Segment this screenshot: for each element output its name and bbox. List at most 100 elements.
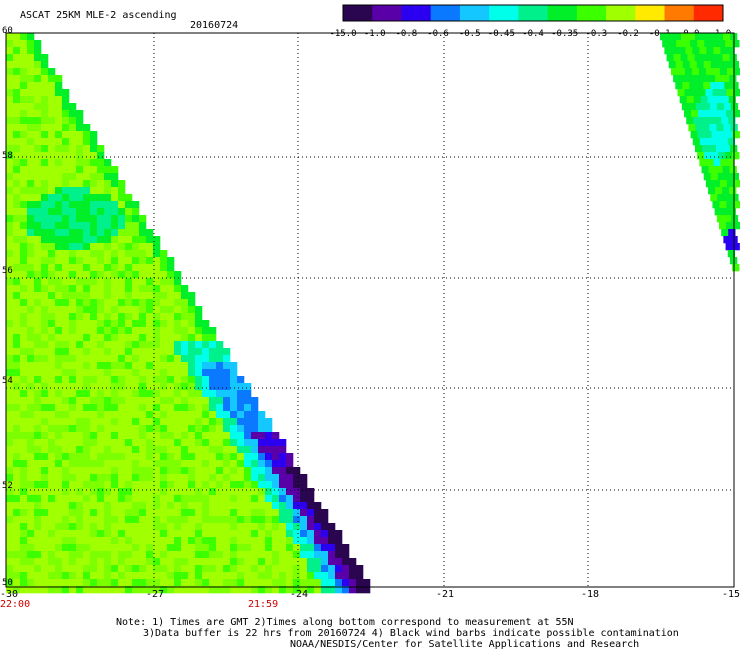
swath-cell — [712, 68, 721, 76]
swath-cell — [723, 215, 732, 223]
swath-cell — [258, 579, 266, 587]
swath-cell — [272, 495, 280, 503]
swath-cell — [62, 558, 70, 566]
swath-cell — [286, 481, 294, 489]
swath-cell — [708, 187, 716, 195]
swath-cell — [181, 495, 189, 503]
swath-cell — [20, 159, 28, 167]
swath-cell — [13, 138, 21, 146]
swath-cell — [97, 355, 105, 363]
swath-cell — [146, 313, 154, 321]
swath-cell — [195, 341, 203, 349]
swath-cell — [76, 439, 84, 447]
swath-cell — [195, 376, 203, 384]
swath-cell — [216, 453, 224, 461]
swath-cell — [20, 390, 28, 398]
swath-cell — [272, 537, 280, 545]
swath-cell — [27, 376, 35, 384]
swath-cell — [706, 47, 714, 55]
swath-cell — [181, 586, 189, 594]
swath-cell — [6, 166, 14, 174]
swath-cell — [69, 390, 77, 398]
colorbar-label: -15.0 — [329, 29, 356, 39]
swath-cell — [55, 222, 63, 230]
swath-cell — [97, 187, 105, 195]
swath-cell — [707, 117, 715, 125]
swath-cell — [146, 278, 154, 286]
swath-cell — [286, 495, 294, 503]
swath-cell — [27, 40, 35, 48]
swath-cell — [20, 327, 28, 335]
swath-cell — [265, 551, 273, 559]
swath-cell — [125, 348, 133, 356]
swath-cell — [300, 523, 308, 531]
swath-cell — [62, 278, 70, 286]
swath-cell — [13, 334, 21, 342]
swath-cell — [139, 453, 147, 461]
swath-cell — [230, 530, 238, 538]
swath-cell — [111, 425, 119, 433]
swath-cell — [342, 579, 350, 587]
swath-cell — [188, 488, 196, 496]
lon-label-minus30: -30 — [0, 589, 19, 600]
swath-cell — [13, 306, 21, 314]
swath-cell — [125, 523, 133, 531]
swath-cell — [216, 544, 224, 552]
swath-cell — [62, 194, 70, 202]
swath-cell — [701, 166, 709, 174]
swath-cell — [153, 348, 161, 356]
swath-cell — [6, 404, 14, 412]
swath-cell — [146, 453, 154, 461]
swath-cell — [111, 257, 119, 265]
swath-cell — [20, 271, 28, 279]
swath-cell — [48, 488, 56, 496]
swath-cell — [293, 502, 301, 510]
swath-cell — [90, 558, 98, 566]
swath-cell — [20, 194, 28, 202]
swath-cell — [195, 544, 203, 552]
swath-cell — [76, 460, 84, 468]
swath-cell — [724, 173, 733, 181]
swath-cell — [41, 257, 49, 265]
product-date: 20160724 — [190, 20, 239, 31]
swath-cell — [90, 334, 98, 342]
swath-cell — [97, 439, 105, 447]
swath-cell — [237, 446, 245, 454]
swath-cell — [146, 306, 154, 314]
swath-cell — [90, 306, 98, 314]
swath-cell — [69, 551, 77, 559]
swath-cell — [104, 544, 112, 552]
swath-cell — [27, 390, 35, 398]
swath-cell — [146, 243, 154, 251]
swath-cell — [97, 418, 105, 426]
swath-cell — [83, 446, 91, 454]
swath-cell — [696, 61, 705, 69]
swath-cell — [90, 488, 98, 496]
lat-label-58: 58 — [2, 151, 13, 161]
swath-cell — [111, 558, 119, 566]
swath-cell — [146, 565, 154, 573]
swath-cell — [90, 425, 98, 433]
swath-cell — [160, 257, 168, 265]
swath-cell — [125, 327, 133, 335]
swath-cell — [13, 250, 21, 258]
swath-cell — [118, 313, 126, 321]
swath-cell — [27, 82, 35, 90]
swath-cell — [48, 299, 56, 307]
swath-cell — [139, 432, 147, 440]
swath-cell — [265, 530, 273, 538]
swath-cell — [90, 369, 98, 377]
swath-cell — [335, 558, 343, 566]
swath-cell — [195, 404, 203, 412]
swath-cell — [90, 579, 98, 587]
swath-cell — [181, 362, 189, 370]
swath-cell — [83, 376, 91, 384]
swath-cell — [6, 383, 14, 391]
swath-cell — [167, 558, 175, 566]
swath-cell — [97, 215, 105, 223]
swath-cell — [104, 404, 112, 412]
swath-cell — [55, 397, 63, 405]
colorbar-label: -0.5 — [459, 29, 481, 39]
swath-cell — [48, 495, 56, 503]
swath-cell — [356, 586, 364, 594]
